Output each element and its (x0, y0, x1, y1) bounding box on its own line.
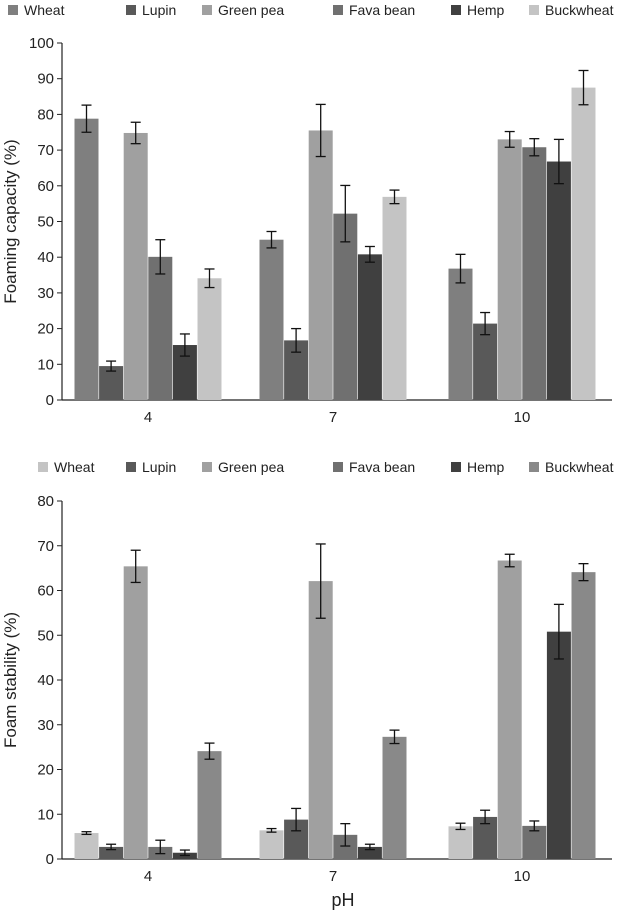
bar-wheat (259, 239, 284, 400)
bar-green-pea (497, 139, 522, 400)
y-tick-label: 70 (37, 142, 54, 159)
bar-green-pea (308, 581, 333, 859)
x-tick-label: 7 (329, 868, 337, 885)
x-tick-label: 4 (144, 409, 152, 426)
legend-entry: Lupin (142, 459, 176, 475)
bar-wheat (448, 826, 473, 859)
legend-entry: Green pea (218, 459, 284, 475)
legend-entry: Hemp (467, 2, 505, 18)
legend-swatch (529, 5, 539, 15)
bar-green-pea (308, 130, 333, 400)
bar-wheat (74, 118, 99, 401)
y-tick-label: 0 (46, 392, 54, 409)
y-tick-label: 30 (37, 285, 54, 302)
bar-buckwheat (382, 196, 407, 400)
bar-lupin (99, 366, 124, 400)
bar-lupin (473, 323, 498, 400)
legend-swatch (202, 462, 212, 472)
bar-buckwheat (197, 278, 222, 400)
y-tick-label: 100 (29, 35, 54, 52)
legend-entry: Lupin (142, 2, 176, 18)
y-tick-label: 70 (37, 538, 54, 555)
bar-hemp (546, 161, 571, 400)
legend-swatch (202, 5, 212, 15)
legend-swatch (333, 5, 343, 15)
x-tick-label: 10 (514, 868, 531, 885)
bar-fava-bean (333, 213, 358, 400)
legend-entry: Wheat (24, 2, 65, 18)
x-tick-label: 4 (144, 868, 152, 885)
y-tick-label: 60 (37, 178, 54, 195)
legend-entry: Hemp (467, 459, 505, 475)
bar-wheat (74, 833, 99, 859)
y-tick-label: 40 (37, 249, 54, 266)
y-tick-label: 50 (37, 214, 54, 231)
legend-swatch (126, 462, 136, 472)
y-tick-label: 50 (37, 627, 54, 644)
y-tick-label: 10 (37, 806, 54, 823)
legend-entry: Buckwheat (545, 2, 614, 18)
y-axis-label: Foaming capacity (%) (1, 139, 20, 303)
y-tick-label: 20 (37, 762, 54, 779)
bar-hemp (357, 254, 382, 400)
bar-green-pea (123, 132, 148, 401)
bar-green-pea (497, 560, 522, 859)
legend-entry: Buckwheat (545, 459, 614, 475)
legend-entry: Fava bean (349, 2, 415, 18)
legend-entry: Wheat (54, 459, 95, 475)
legend-swatch (38, 462, 48, 472)
legend-swatch (8, 5, 18, 15)
legend-entry: Green pea (218, 2, 284, 18)
bar-buckwheat (197, 751, 222, 859)
legend-entry: Fava bean (349, 459, 415, 475)
y-tick-label: 30 (37, 717, 54, 734)
bar-hemp (357, 846, 382, 859)
x-tick-label: 10 (514, 409, 531, 426)
y-tick-label: 60 (37, 583, 54, 600)
bar-buckwheat (571, 87, 596, 400)
bar-wheat (259, 830, 284, 859)
legend-swatch (126, 5, 136, 15)
y-tick-label: 0 (46, 851, 54, 868)
bar-fava-bean (522, 147, 547, 400)
bar-wheat (448, 268, 473, 400)
y-tick-label: 80 (37, 493, 54, 510)
bar-buckwheat (571, 572, 596, 859)
bar-buckwheat (382, 736, 407, 859)
legend-swatch (451, 462, 461, 472)
legend-swatch (333, 462, 343, 472)
y-tick-label: 20 (37, 321, 54, 338)
bar-green-pea (123, 566, 148, 859)
x-axis-label: pH (331, 890, 354, 910)
y-axis-label: Foam stability (%) (1, 612, 20, 748)
y-tick-label: 90 (37, 71, 54, 88)
y-tick-label: 40 (37, 672, 54, 689)
y-tick-label: 10 (37, 356, 54, 373)
bar-lupin (99, 846, 124, 859)
bar-hemp (546, 631, 571, 859)
legend-swatch (529, 462, 539, 472)
legend-swatch (451, 5, 461, 15)
bar-fava-bean (148, 256, 173, 400)
y-tick-label: 80 (37, 106, 54, 123)
x-tick-label: 7 (329, 409, 337, 426)
